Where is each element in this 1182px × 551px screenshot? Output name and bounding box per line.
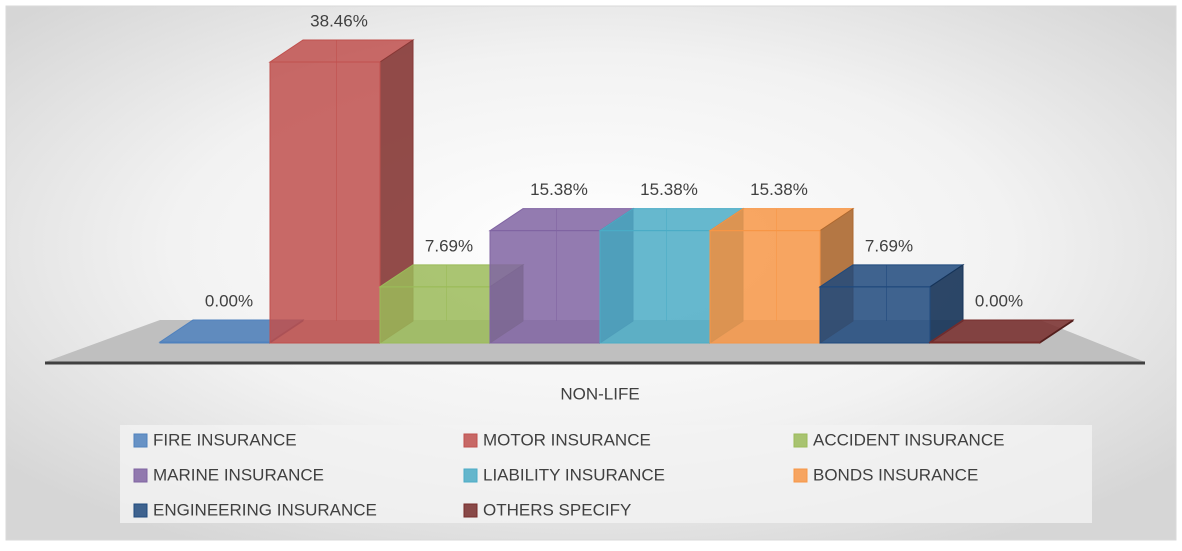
bar-front <box>819 286 931 344</box>
legend-swatch <box>793 468 808 483</box>
bar-front <box>929 341 1041 344</box>
bar-front <box>709 230 821 344</box>
legend-swatch <box>133 503 148 518</box>
bar-front <box>599 230 711 344</box>
data-label: 0.00% <box>975 291 1023 310</box>
bar-front <box>379 286 491 344</box>
legend-box <box>120 425 1092 523</box>
bar-front <box>269 61 381 344</box>
legend-label: MOTOR INSURANCE <box>483 430 651 449</box>
bar-front <box>489 230 601 344</box>
data-label: 15.38% <box>530 180 588 199</box>
bar-front <box>159 341 271 344</box>
data-label: 7.69% <box>865 236 913 255</box>
data-label: 7.69% <box>425 236 473 255</box>
bar <box>928 319 1075 344</box>
legend-swatch <box>463 503 478 518</box>
legend-swatch <box>133 468 148 483</box>
legend-swatch <box>793 433 808 448</box>
legend-label: ENGINEERING INSURANCE <box>153 500 377 519</box>
legend-swatch <box>463 433 478 448</box>
legend-label: BONDS INSURANCE <box>813 465 978 484</box>
legend-label: LIABILITY INSURANCE <box>483 465 665 484</box>
category-label: NON-LIFE <box>560 384 639 403</box>
bar <box>818 263 965 344</box>
bar <box>268 39 415 344</box>
legend-label: MARINE INSURANCE <box>153 465 324 484</box>
data-label: 15.38% <box>640 180 698 199</box>
legend-swatch <box>463 468 478 483</box>
legend-label: FIRE INSURANCE <box>153 430 297 449</box>
legend-label: ACCIDENT INSURANCE <box>813 430 1004 449</box>
data-label: 15.38% <box>750 180 808 199</box>
legend-label: OTHERS SPECIFY <box>483 500 631 519</box>
data-label: 0.00% <box>205 291 253 310</box>
data-label: 38.46% <box>310 11 368 30</box>
legend-swatch <box>133 433 148 448</box>
